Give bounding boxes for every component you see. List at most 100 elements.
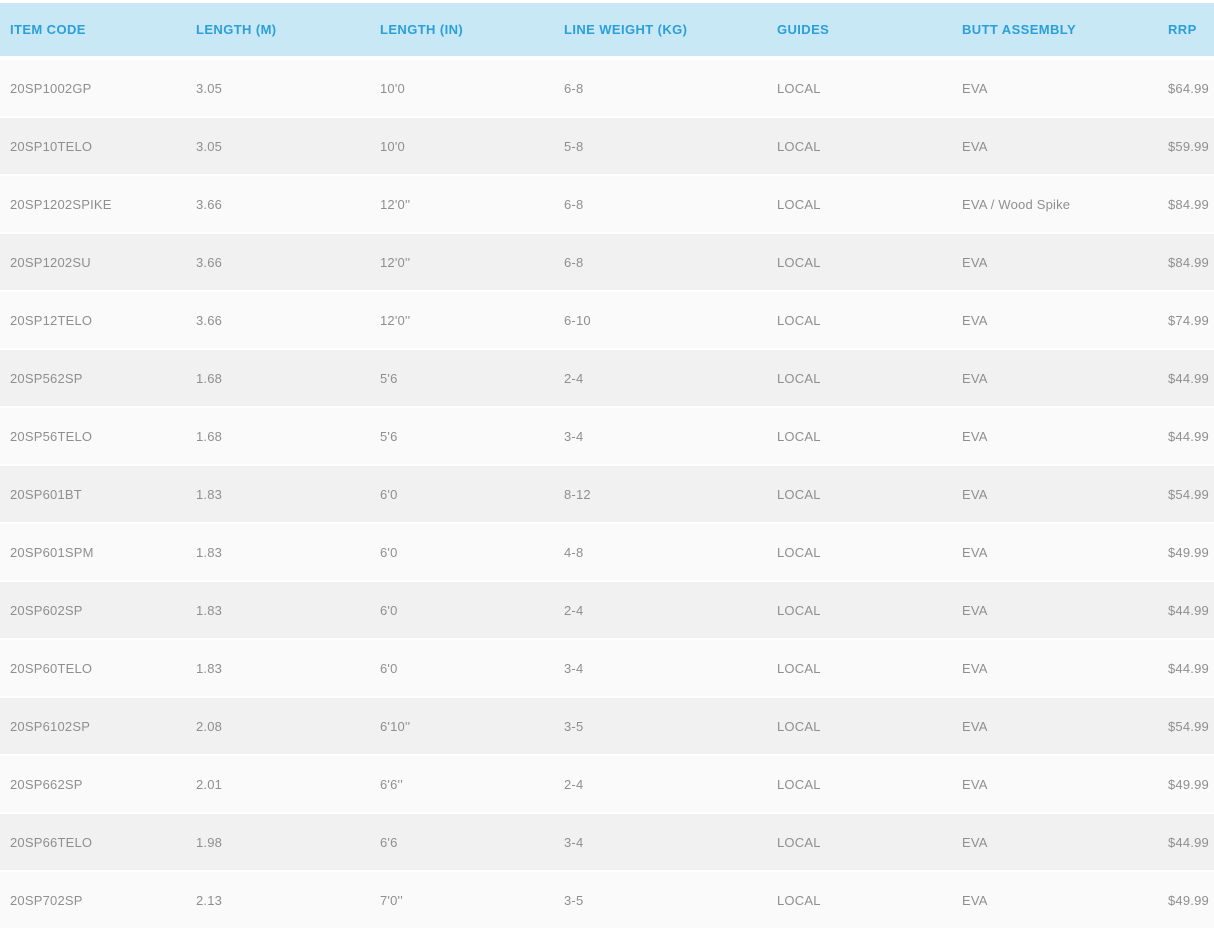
cell-guides: LOCAL xyxy=(767,58,952,118)
cell-item_code: 20SP6102SP xyxy=(0,697,186,756)
column-header-line_weight_kg: LINE WEIGHT (KG) xyxy=(554,3,767,60)
cell-guides: LOCAL xyxy=(767,407,952,466)
cell-line_weight_kg: 2-4 xyxy=(554,349,767,408)
cell-guides: LOCAL xyxy=(767,581,952,640)
cell-line_weight_kg: 2-4 xyxy=(554,755,767,814)
cell-length_m: 1.68 xyxy=(186,349,370,408)
cell-item_code: 20SP562SP xyxy=(0,349,186,408)
column-header-butt_assembly: BUTT ASSEMBLY xyxy=(952,3,1158,60)
cell-length_m: 2.01 xyxy=(186,755,370,814)
header-row: ITEM CODE LENGTH (M) LENGTH (IN) LINE WEIGH… xyxy=(0,3,1214,60)
cell-length_in: 6'0 xyxy=(370,465,554,524)
cell-line_weight_kg: 6-8 xyxy=(554,58,767,118)
cell-item_code: 20SP662SP xyxy=(0,755,186,814)
cell-length_m: 1.83 xyxy=(186,581,370,640)
cell-guides: LOCAL xyxy=(767,523,952,582)
cell-guides: LOCAL xyxy=(767,639,952,698)
cell-line_weight_kg: 3-5 xyxy=(554,871,767,930)
cell-line_weight_kg: 6-8 xyxy=(554,233,767,292)
cell-rrp: $44.99 xyxy=(1158,581,1214,640)
cell-length_in: 6'0 xyxy=(370,639,554,698)
cell-butt_assembly: EVA xyxy=(952,639,1158,698)
table-row: 20SP602SP 1.83 6'0 2-4 LOCAL EVA $44.99 xyxy=(0,581,1214,640)
cell-length_m: 2.08 xyxy=(186,697,370,756)
cell-length_in: 5'6 xyxy=(370,349,554,408)
cell-butt_assembly: EVA xyxy=(952,581,1158,640)
table-row: 20SP601BT 1.83 6'0 8-12 LOCAL EVA $54.99 xyxy=(0,465,1214,524)
cell-length_in: 12'0'' xyxy=(370,291,554,350)
column-header-rrp: RRP xyxy=(1158,3,1214,60)
table-row: 20SP702SP 2.13 7'0'' 3-5 LOCAL EVA $49.99 xyxy=(0,871,1214,930)
table-row: 20SP1002GP 3.05 10'0 6-8 LOCAL EVA $64.99 xyxy=(0,58,1214,118)
cell-rrp: $44.99 xyxy=(1158,813,1214,872)
cell-butt_assembly: EVA xyxy=(952,349,1158,408)
cell-length_in: 10'0 xyxy=(370,58,554,118)
cell-line_weight_kg: 5-8 xyxy=(554,117,767,176)
cell-length_m: 3.05 xyxy=(186,58,370,118)
cell-rrp: $44.99 xyxy=(1158,349,1214,408)
cell-rrp: $84.99 xyxy=(1158,175,1214,234)
cell-line_weight_kg: 3-4 xyxy=(554,639,767,698)
table-row: 20SP66TELO 1.98 6'6 3-4 LOCAL EVA $44.99 xyxy=(0,813,1214,872)
cell-length_m: 2.13 xyxy=(186,871,370,930)
cell-length_in: 6'6'' xyxy=(370,755,554,814)
cell-guides: LOCAL xyxy=(767,117,952,176)
column-header-item_code: ITEM CODE xyxy=(0,3,186,60)
cell-guides: LOCAL xyxy=(767,697,952,756)
cell-item_code: 20SP56TELO xyxy=(0,407,186,466)
cell-length_in: 12'0'' xyxy=(370,175,554,234)
cell-length_m: 3.66 xyxy=(186,233,370,292)
cell-line_weight_kg: 4-8 xyxy=(554,523,767,582)
cell-length_in: 6'10'' xyxy=(370,697,554,756)
cell-item_code: 20SP702SP xyxy=(0,871,186,930)
cell-rrp: $54.99 xyxy=(1158,697,1214,756)
spec-table: ITEM CODE LENGTH (M) LENGTH (IN) LINE WEIGH… xyxy=(0,3,1214,930)
cell-rrp: $84.99 xyxy=(1158,233,1214,292)
table-row: 20SP662SP 2.01 6'6'' 2-4 LOCAL EVA $49.99 xyxy=(0,755,1214,814)
table-row: 20SP562SP 1.68 5'6 2-4 LOCAL EVA $44.99 xyxy=(0,349,1214,408)
cell-butt_assembly: EVA xyxy=(952,813,1158,872)
cell-line_weight_kg: 6-10 xyxy=(554,291,767,350)
cell-item_code: 20SP10TELO xyxy=(0,117,186,176)
cell-item_code: 20SP12TELO xyxy=(0,291,186,350)
cell-rrp: $49.99 xyxy=(1158,871,1214,930)
cell-length_m: 3.66 xyxy=(186,291,370,350)
cell-butt_assembly: EVA xyxy=(952,523,1158,582)
table-row: 20SP10TELO 3.05 10'0 5-8 LOCAL EVA $59.99 xyxy=(0,117,1214,176)
table-row: 20SP1202SPIKE 3.66 12'0'' 6-8 LOCAL EVA / Woo… xyxy=(0,175,1214,234)
column-header-length_in: LENGTH (IN) xyxy=(370,3,554,60)
cell-rrp: $74.99 xyxy=(1158,291,1214,350)
cell-butt_assembly: EVA xyxy=(952,755,1158,814)
cell-item_code: 20SP601BT xyxy=(0,465,186,524)
cell-length_in: 12'0'' xyxy=(370,233,554,292)
table-row: 20SP601SPM 1.83 6'0 4-8 LOCAL EVA $49.99 xyxy=(0,523,1214,582)
cell-butt_assembly: EVA xyxy=(952,58,1158,118)
table-row: 20SP60TELO 1.83 6'0 3-4 LOCAL EVA $44.99 xyxy=(0,639,1214,698)
cell-butt_assembly: EVA xyxy=(952,233,1158,292)
cell-line_weight_kg: 3-5 xyxy=(554,697,767,756)
cell-length_m: 3.05 xyxy=(186,117,370,176)
cell-line_weight_kg: 6-8 xyxy=(554,175,767,234)
column-header-length_m: LENGTH (M) xyxy=(186,3,370,60)
cell-rrp: $44.99 xyxy=(1158,407,1214,466)
cell-item_code: 20SP66TELO xyxy=(0,813,186,872)
cell-line_weight_kg: 2-4 xyxy=(554,581,767,640)
cell-guides: LOCAL xyxy=(767,291,952,350)
cell-guides: LOCAL xyxy=(767,813,952,872)
column-header-guides: GUIDES xyxy=(767,3,952,60)
cell-butt_assembly: EVA / Wood Spike xyxy=(952,175,1158,234)
cell-length_in: 6'0 xyxy=(370,523,554,582)
cell-length_m: 1.83 xyxy=(186,465,370,524)
table-row: 20SP56TELO 1.68 5'6 3-4 LOCAL EVA $44.99 xyxy=(0,407,1214,466)
cell-guides: LOCAL xyxy=(767,465,952,524)
cell-length_m: 1.83 xyxy=(186,523,370,582)
cell-rrp: $49.99 xyxy=(1158,523,1214,582)
cell-line_weight_kg: 3-4 xyxy=(554,813,767,872)
cell-rrp: $44.99 xyxy=(1158,639,1214,698)
table-row: 20SP6102SP 2.08 6'10'' 3-5 LOCAL EVA $54.99 xyxy=(0,697,1214,756)
cell-guides: LOCAL xyxy=(767,755,952,814)
table-header: ITEM CODE LENGTH (M) LENGTH (IN) LINE WEIGH… xyxy=(0,3,1214,60)
cell-length_m: 3.66 xyxy=(186,175,370,234)
cell-item_code: 20SP1002GP xyxy=(0,58,186,118)
